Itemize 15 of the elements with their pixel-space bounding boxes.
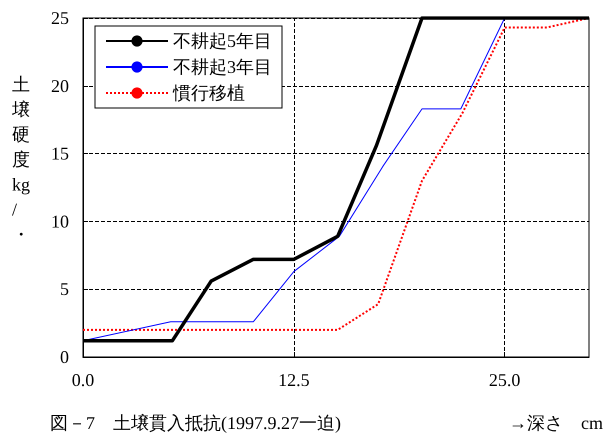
y-tick-label: 0 <box>60 347 69 367</box>
y-tick-label: 15 <box>51 144 69 164</box>
y-tick-label: 20 <box>51 76 69 96</box>
legend-label: 不耕起3年目 <box>173 57 272 77</box>
y-tick-label: 10 <box>51 211 69 232</box>
x-axis-title: →深さ cm <box>509 413 604 433</box>
y-tick-label: 25 <box>51 8 69 28</box>
x-tick-label: 25.0 <box>488 370 520 390</box>
x-tick-label: 0.0 <box>72 370 94 390</box>
y-tick-label: 5 <box>60 279 69 300</box>
y-axis-title: 土壌硬度kg/・ <box>11 74 30 244</box>
text: 図－7 土壌貫入抵抗(1997.9.27一迫) <box>50 413 341 433</box>
legend-label: 不耕起5年目 <box>173 31 272 51</box>
x-tick-label: 12.5 <box>278 370 310 390</box>
legend-label: 慣行移植 <box>172 83 245 103</box>
